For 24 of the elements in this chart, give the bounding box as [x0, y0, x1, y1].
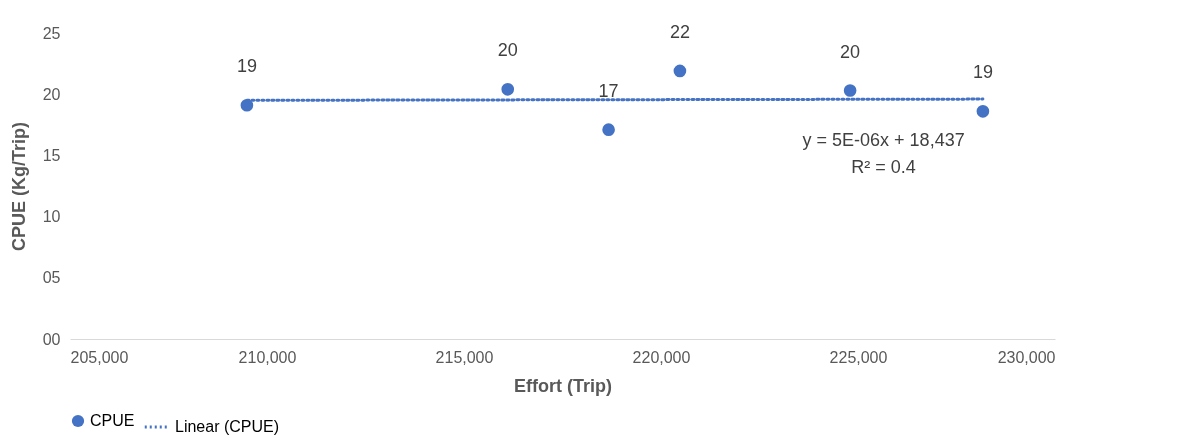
annotation: R² = 0.4: [851, 157, 916, 178]
x-tick-label: 210,000: [238, 348, 297, 366]
y-tick-label: 20: [42, 85, 61, 103]
y-tick-label: 05: [42, 269, 61, 287]
y-tick-label: 15: [42, 146, 61, 164]
y-axis-title: CPUE (Kg/Trip): [8, 122, 29, 251]
annotation: y = 5E-06x + 18,437: [802, 130, 965, 151]
x-axis-title: Effort (Trip): [514, 375, 612, 396]
data-label: 22: [669, 21, 690, 42]
legend-label: CPUE: [90, 412, 135, 429]
data-label: 19: [972, 62, 993, 83]
legend-label: Linear (CPUE): [175, 418, 280, 435]
x-tick-label: 205,000: [70, 348, 129, 366]
data-label: 20: [840, 41, 861, 62]
data-label: 17: [598, 80, 619, 101]
x-tick-label: 220,000: [632, 348, 691, 366]
x-tick-label: 215,000: [435, 348, 494, 366]
x-tick-label: 225,000: [829, 348, 888, 366]
y-tick-label: 00: [42, 330, 61, 348]
data-label: 20: [497, 40, 518, 61]
x-tick-label: 230,000: [997, 348, 1056, 366]
data-label: 19: [236, 56, 257, 77]
y-tick-label: 10: [42, 208, 61, 226]
y-tick-label: 25: [42, 24, 61, 42]
